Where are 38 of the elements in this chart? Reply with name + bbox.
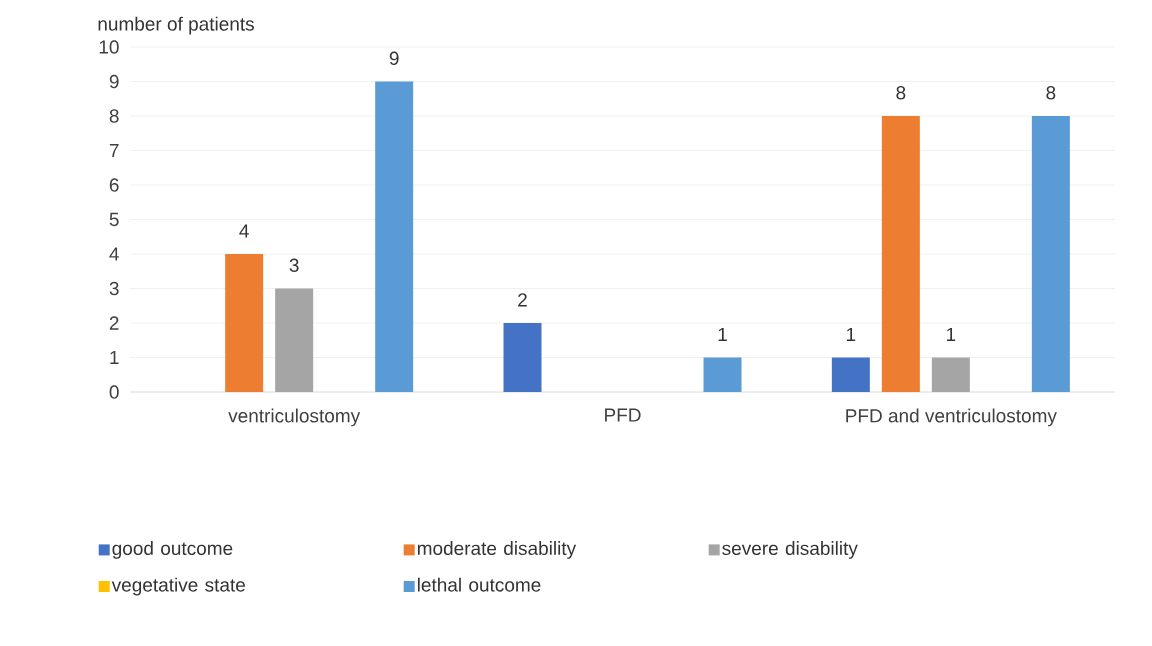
bar bbox=[1031, 116, 1070, 393]
data-label: 3 bbox=[289, 258, 299, 272]
y-tick-label: 0 bbox=[109, 385, 119, 399]
legend-label: lethal outcome bbox=[417, 577, 541, 592]
y-tick-label: 8 bbox=[109, 109, 119, 123]
y-tick-label: 2 bbox=[109, 316, 119, 330]
y-tick-label: 1 bbox=[110, 350, 119, 365]
y-tick-label: 10 bbox=[99, 40, 119, 54]
data-label: 1 bbox=[718, 327, 727, 341]
bar bbox=[931, 357, 970, 393]
y-tick-label: 7 bbox=[109, 143, 119, 158]
legend-label: good outcome bbox=[112, 541, 233, 559]
bar bbox=[225, 254, 264, 393]
y-tick-label: 6 bbox=[109, 178, 119, 192]
legend-label: severe disability bbox=[722, 541, 858, 559]
bar bbox=[375, 81, 414, 393]
y-tick-label: 5 bbox=[109, 212, 119, 227]
x-tick-label: PFD bbox=[605, 408, 641, 422]
legend-label: vegetative state bbox=[111, 577, 245, 596]
data-label: 8 bbox=[1046, 86, 1056, 100]
y-axis-title: number of patients bbox=[98, 16, 254, 35]
bar bbox=[503, 323, 542, 393]
x-tick-label: PFD and ventriculostomy bbox=[846, 408, 1057, 427]
legend-label: moderate disability bbox=[417, 541, 577, 559]
y-tick-label: 3 bbox=[109, 281, 119, 296]
data-label: 9 bbox=[389, 51, 399, 65]
y-tick-label: 4 bbox=[109, 247, 119, 261]
x-tick-label: ventriculostomy bbox=[228, 408, 361, 427]
data-label: 1 bbox=[847, 327, 856, 341]
data-label: 2 bbox=[518, 293, 527, 307]
bar bbox=[703, 357, 742, 393]
bar bbox=[831, 357, 870, 393]
y-tick-label: 9 bbox=[109, 74, 119, 89]
bar bbox=[275, 288, 314, 393]
data-label: 1 bbox=[947, 327, 956, 341]
data-label: 8 bbox=[896, 86, 906, 100]
data-label: 4 bbox=[239, 224, 249, 238]
bar bbox=[881, 116, 920, 393]
